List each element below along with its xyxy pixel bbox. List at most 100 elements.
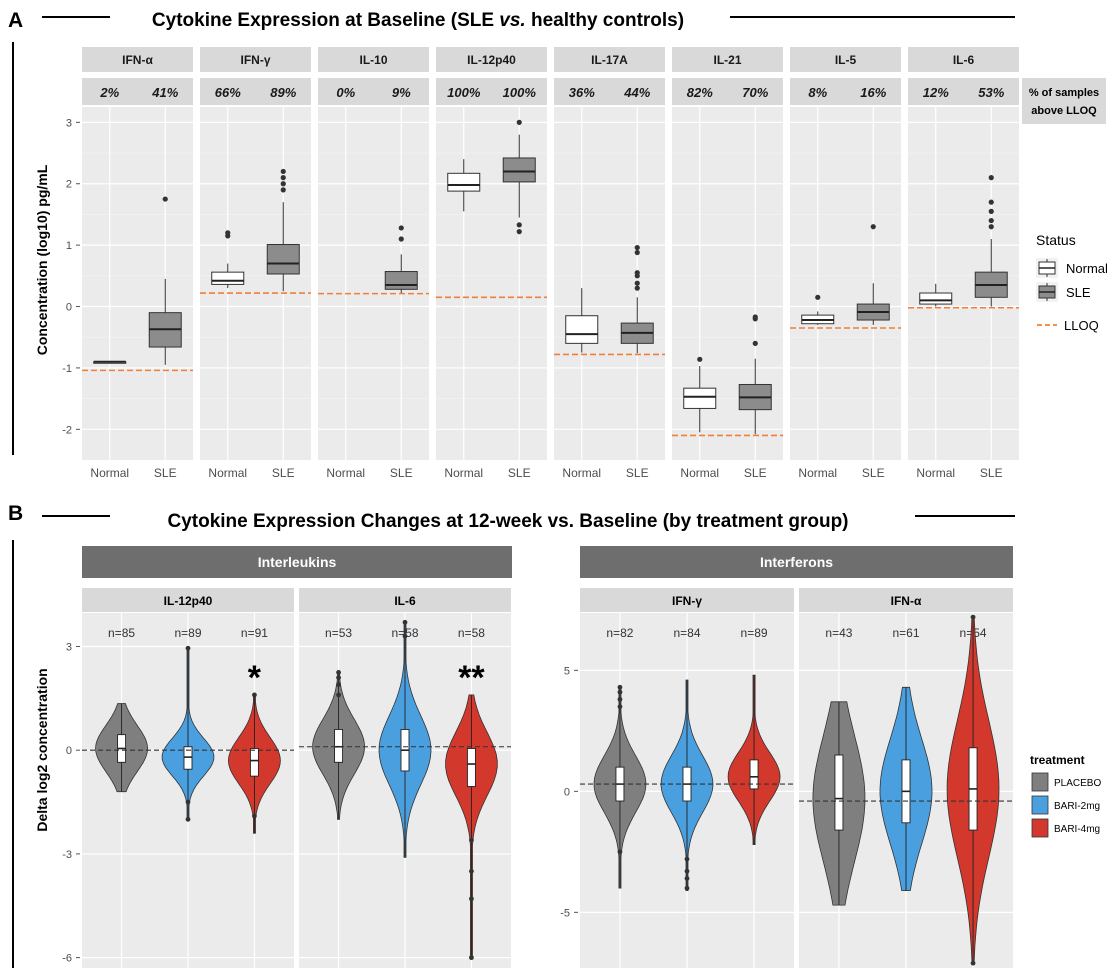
facet-panel-a [554, 107, 665, 460]
pct-label-line2: above LLOQ [1031, 105, 1097, 117]
violin-outlier [617, 684, 623, 690]
outlier-point [634, 285, 640, 291]
facet-b-IL-12p40: IL-12p40 n=85 n=89 n=91 * [82, 588, 294, 968]
facet-label-b: IFN-α [891, 594, 922, 608]
facet-label-a: IL-6 [953, 53, 975, 67]
group-label: Interferons [760, 554, 833, 570]
panel-b-legend: treatment PLACEBO BARI-2mg BARI-4mg [1030, 753, 1101, 838]
facet-strip-b [82, 588, 294, 612]
x-tick-label-a: Normal [562, 466, 601, 480]
violin-BARI-2mg [378, 619, 432, 858]
pct-strip [554, 78, 665, 105]
violin-outlier [185, 799, 191, 805]
y-tick-label-a: 2 [66, 179, 72, 191]
violin-outlier [402, 633, 408, 639]
n-label: n=58 [458, 626, 485, 640]
violin-outlier [402, 619, 408, 625]
pct-value: 16% [860, 85, 886, 100]
pct-value: 53% [978, 85, 1004, 100]
box-normal [801, 294, 835, 325]
violin-BARI-4mg [727, 674, 781, 845]
facet-strip-a [436, 47, 547, 72]
panel-b-letter: B [8, 502, 23, 525]
box-sle [856, 224, 890, 325]
violin-box [249, 748, 259, 777]
y-tick-label-b: 0 [564, 786, 570, 798]
violin-BARI-2mg [161, 645, 215, 822]
pct-value: 44% [623, 85, 650, 100]
box-body [565, 315, 599, 344]
panel-a-ylabel: Concentration (log10) pg/mL [34, 164, 50, 355]
y-tick-label-b: 3 [66, 641, 72, 653]
box-normal [93, 360, 127, 364]
violin-outlier [469, 868, 474, 874]
violin-outlier [185, 816, 191, 822]
pct-value: 70% [742, 85, 768, 100]
outlier-point [225, 230, 231, 236]
x-tick-label-a: SLE [390, 466, 413, 480]
pct-strip [908, 78, 1019, 105]
panel-b-title: Cytokine Expression Changes at 12-week v… [167, 511, 848, 532]
violin-outlier [336, 675, 341, 680]
outlier-point [634, 270, 640, 276]
x-tick-label-a: SLE [980, 466, 1003, 480]
y-tick-label-a: 0 [66, 302, 72, 314]
pct-value: 100% [447, 85, 481, 100]
outlier-point [988, 208, 994, 214]
panel-a-title: Cytokine Expression at Baseline (SLE vs.… [152, 10, 684, 31]
violin-outlier [469, 955, 474, 961]
violin-outlier [617, 704, 623, 710]
n-label: n=82 [606, 626, 633, 640]
facet-strip-a [318, 47, 429, 72]
y-tick-label-a: 1 [66, 240, 72, 252]
outlier-point [988, 224, 994, 230]
outlier-point [815, 294, 821, 300]
outlier-point [398, 236, 404, 242]
y-tick-label-b: 0 [66, 745, 72, 757]
violin-outlier [252, 813, 257, 819]
legend-b-item: BARI-4mg [1054, 824, 1100, 835]
violin-PLACEBO [593, 684, 647, 889]
violin-outlier [252, 692, 257, 698]
x-tick-label-a: SLE [744, 466, 767, 480]
x-tick-label-a: Normal [798, 466, 837, 480]
facet-strip-b [580, 588, 794, 612]
facet-a-IFN-α: IFN-α 2% 41% Normal SLE [82, 47, 193, 480]
x-tick-label-a: SLE [272, 466, 295, 480]
facet-b-IL-6: IL-6n=53n=58n=58** [299, 588, 511, 968]
facet-a-IL-10: IL-10 0% 9% Normal SLE [318, 47, 429, 480]
x-tick-label-a: Normal [916, 466, 955, 480]
violin-outlier [617, 689, 623, 695]
panel-a-legend: Status Normal SLE LLOQ [1036, 232, 1108, 333]
y-tick-label-b: -3 [62, 849, 72, 861]
x-tick-label-a: SLE [508, 466, 531, 480]
legend-b-swatch [1031, 795, 1049, 815]
violin-outlier [617, 849, 623, 855]
facet-panel-a [790, 107, 901, 460]
facet-strip-a [554, 47, 665, 72]
violin-PLACEBO [812, 701, 866, 906]
violin-outlier [469, 837, 474, 843]
facet-a-IL-12p40: IL-12p40 100% 100% Normal SLE [436, 47, 547, 480]
pct-strip [318, 78, 429, 105]
x-tick-label-a: Normal [444, 466, 483, 480]
y-tick-label-b: -5 [560, 907, 570, 919]
x-tick-label-a: Normal [326, 466, 365, 480]
significance-mark: ** [458, 659, 485, 697]
pct-label-line1: % of samples [1029, 87, 1099, 99]
facet-strip-b [799, 588, 1013, 612]
outlier-point [280, 175, 286, 181]
outlier-point [516, 222, 522, 228]
legend-b-swatch [1031, 772, 1049, 792]
violin-box [466, 748, 476, 787]
panel-a-letter: A [8, 9, 23, 32]
facet-a-IL-17A: IL-17A 36% 44% Normal SLE [554, 47, 665, 480]
n-label: n=89 [174, 626, 201, 640]
facet-label-b: IFN-γ [672, 594, 702, 608]
box-sle [266, 168, 300, 292]
legend-b-item: PLACEBO [1054, 778, 1101, 789]
pct-value: 8% [808, 85, 827, 100]
pct-strip [790, 78, 901, 105]
facet-a-IL-21: IL-21 82% 70% Normal SLE [672, 47, 783, 480]
